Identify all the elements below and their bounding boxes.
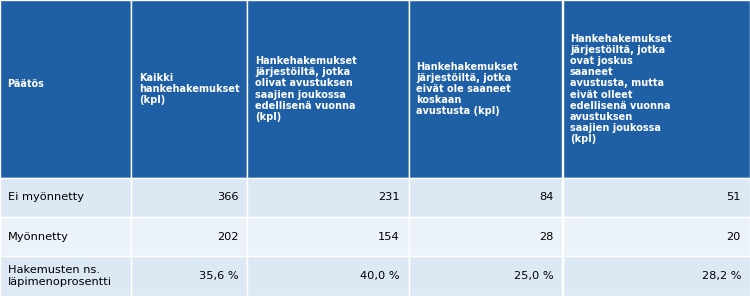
Bar [248, 0, 409, 178]
Text: 231: 231 [378, 192, 400, 202]
Bar [0, 217, 131, 256]
Text: 35,6 %: 35,6 % [199, 271, 238, 281]
Text: Myönnetty: Myönnetty [8, 231, 68, 242]
Bar [131, 178, 248, 217]
Bar [131, 0, 248, 178]
Bar [409, 178, 562, 217]
Text: 202: 202 [217, 231, 238, 242]
Text: 51: 51 [727, 192, 741, 202]
Bar [131, 256, 248, 296]
Text: Hakemusten ns.
läpimenoprosentti: Hakemusten ns. läpimenoprosentti [8, 266, 112, 287]
Text: 20: 20 [727, 231, 741, 242]
Text: Ei myönnetty: Ei myönnetty [8, 192, 83, 202]
Text: 154: 154 [378, 231, 400, 242]
Bar [0, 256, 131, 296]
Text: 25,0 %: 25,0 % [514, 271, 554, 281]
Bar [248, 217, 409, 256]
Text: 28: 28 [539, 231, 554, 242]
Text: 28,2 %: 28,2 % [701, 271, 741, 281]
Text: Hankehakemukset
järjestöiltä, jotka
ovat joskus
saaneet
avustusta, mutta
eivät o: Hankehakemukset järjestöiltä, jotka ovat… [570, 34, 672, 144]
Bar [562, 178, 750, 217]
Bar [0, 0, 131, 178]
Text: 366: 366 [217, 192, 238, 202]
Bar [409, 256, 562, 296]
Bar [248, 256, 409, 296]
Text: Hankehakemukset
järjestöiltä, jotka
olivat avustuksen
saajien joukossa
edellisen: Hankehakemukset järjestöiltä, jotka oliv… [255, 56, 357, 122]
Bar [248, 178, 409, 217]
Bar [0, 178, 131, 217]
Text: Kaikki
hankehakemukset
(kpl): Kaikki hankehakemukset (kpl) [139, 73, 239, 105]
Text: Päätös: Päätös [8, 79, 44, 89]
Bar [562, 0, 750, 178]
Bar [409, 217, 562, 256]
Bar [562, 256, 750, 296]
Text: 84: 84 [539, 192, 554, 202]
Bar [131, 217, 248, 256]
Text: 40,0 %: 40,0 % [360, 271, 400, 281]
Bar [409, 0, 562, 178]
Bar [562, 217, 750, 256]
Text: Hankehakemukset
järjestöiltä, jotka
eivät ole saaneet
koskaan
avustusta (kpl): Hankehakemukset järjestöiltä, jotka eivä… [416, 62, 518, 116]
